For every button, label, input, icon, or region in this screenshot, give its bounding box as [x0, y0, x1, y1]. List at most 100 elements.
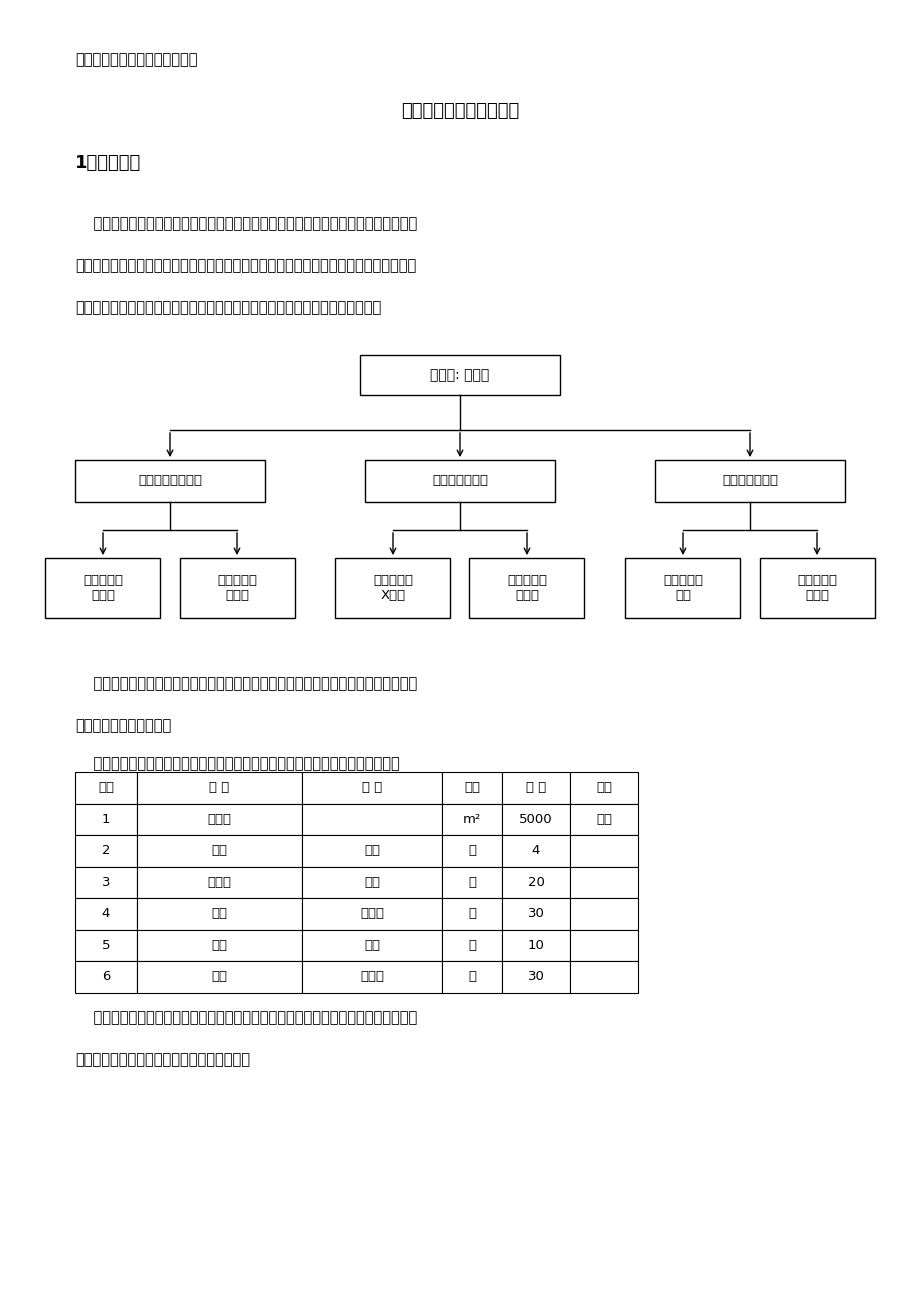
Bar	[441, 804, 502, 835]
Text: 由于工程施工作业面积大，且现场材料堆放场地狭小，现场工种较多，对雨期施工必: 由于工程施工作业面积大，且现场材料堆放场地狭小，现场工种较多，对雨期施工必	[75, 216, 417, 231]
Bar	[301, 771, 441, 804]
Bar	[365, 460, 554, 502]
Bar	[441, 866, 502, 898]
Bar	[441, 962, 502, 993]
Text: 副总指挥：宋钑: 副总指挥：宋钑	[721, 474, 777, 487]
Text: 30: 30	[527, 971, 544, 984]
Text: 名 称: 名 称	[210, 782, 230, 795]
Bar	[335, 558, 450, 618]
Text: 标准: 标准	[364, 876, 380, 889]
Bar	[75, 962, 137, 993]
Bar	[75, 771, 137, 804]
Text: 把: 把	[468, 844, 475, 857]
Bar	[570, 929, 637, 962]
Text: 劳务管理：
付存星: 劳务管理： 付存星	[506, 575, 547, 602]
Bar	[502, 804, 570, 835]
Text: 安全文明：
于松江: 安全文明： 于松江	[796, 575, 836, 602]
Bar	[45, 558, 160, 618]
Bar	[502, 835, 570, 866]
Text: 4: 4	[102, 907, 110, 920]
Bar	[179, 558, 294, 618]
Text: 遗盖: 遗盖	[596, 813, 611, 826]
Text: 1、施工部署: 1、施工部署	[75, 154, 142, 172]
Bar	[502, 929, 570, 962]
Text: 备注: 备注	[596, 782, 611, 795]
Text: m²: m²	[462, 813, 481, 826]
Text: 季所需的材料储藏工作。: 季所需的材料储藏工作。	[75, 718, 171, 734]
Bar	[75, 835, 137, 866]
Bar	[359, 354, 560, 395]
Text: 把: 把	[468, 938, 475, 951]
Text: 将带来很大的困难。为了克制以上雨期施工难题，对现场质量和安全管理必须分工明确、: 将带来很大的困难。为了克制以上雨期施工难题，对现场质量和安全管理必须分工明确、	[75, 258, 415, 274]
Bar	[502, 962, 570, 993]
Bar	[654, 460, 844, 502]
Bar	[137, 866, 301, 898]
Text: 按码数: 按码数	[359, 907, 383, 920]
Bar	[301, 804, 441, 835]
Bar	[759, 558, 874, 618]
Bar	[137, 804, 301, 835]
Text: 第三章雨季施工保证措施: 第三章雨季施工保证措施	[401, 102, 518, 120]
Text: 30: 30	[527, 907, 544, 920]
Text: 总指挥: 梁云滮: 总指挥: 梁云滮	[430, 367, 489, 382]
Text: 10: 10	[527, 938, 544, 951]
Text: 责任到人，加强对分包的现场管理，为此项目成立了雨期防洪、防汛领导小组：: 责任到人，加强对分包的现场管理，为此项目成立了雨期防洪、防汛领导小组：	[75, 300, 380, 315]
Bar	[301, 898, 441, 929]
Text: 20: 20	[527, 876, 544, 889]
Text: 技术支持：
白学永: 技术支持： 白学永	[217, 575, 256, 602]
Text: 雨季施工准备工作应纳入生产计划内考虑，一定劳动力安排，二定作业时间，搞好雨: 雨季施工准备工作应纳入生产计划内考虑，一定劳动力安排，二定作业时间，搞好雨	[75, 676, 417, 691]
Text: 序号: 序号	[98, 782, 114, 795]
Text: 套: 套	[468, 907, 475, 920]
Bar	[301, 962, 441, 993]
Bar	[441, 835, 502, 866]
Text: 编织袋: 编织袋	[208, 876, 232, 889]
Bar	[137, 898, 301, 929]
Bar	[301, 866, 441, 898]
Text: 规 格: 规 格	[361, 782, 381, 795]
Text: 1: 1	[102, 813, 110, 826]
Text: 物资供给：
杨宇飞: 物资供给： 杨宇飞	[83, 575, 123, 602]
Text: 单位: 单位	[463, 782, 480, 795]
Bar	[570, 835, 637, 866]
Text: 副总指挥：冯德飞: 副总指挥：冯德飞	[138, 474, 202, 487]
Bar	[570, 866, 637, 898]
Bar	[137, 835, 301, 866]
Text: 普通: 普通	[364, 938, 380, 951]
Bar	[570, 771, 637, 804]
Text: 6: 6	[102, 971, 110, 984]
Bar	[137, 962, 301, 993]
Bar	[570, 962, 637, 993]
Bar	[502, 771, 570, 804]
Text: 5: 5	[102, 938, 110, 951]
Text: 2: 2	[102, 844, 110, 857]
Bar	[502, 898, 570, 929]
Text: 应急救据小组与防汛指挥小组。: 应急救据小组与防汛指挥小组。	[75, 52, 198, 66]
Text: 为了保证雨期能够顺利施工，在雨期到来前必须做好如下的雨期施工物资准备：: 为了保证雨期能够顺利施工，在雨期到来前必须做好如下的雨期施工物资准备：	[75, 756, 400, 771]
Bar	[441, 929, 502, 962]
Text: 充分准备防雨设施，在施工现场准备好一定数量的防雨设施材料，同时落实好防雨设: 充分准备防雨设施，在施工现场准备好一定数量的防雨设施材料，同时落实好防雨设	[75, 1011, 417, 1025]
Bar	[625, 558, 740, 618]
Bar	[502, 866, 570, 898]
Text: 副总指挥：王逊: 副总指挥：王逊	[432, 474, 487, 487]
Text: 普通: 普通	[364, 844, 380, 857]
Text: 5000: 5000	[518, 813, 552, 826]
Bar	[137, 771, 301, 804]
Bar	[570, 898, 637, 929]
Text: 3: 3	[102, 876, 110, 889]
Bar	[441, 898, 502, 929]
Text: 数 量: 数 量	[526, 782, 546, 795]
Bar	[137, 929, 301, 962]
Text: 铁锨: 铁锨	[211, 844, 227, 857]
Bar	[75, 460, 265, 502]
Bar	[469, 558, 584, 618]
Text: 措施保证：
谢龙: 措施保证： 谢龙	[663, 575, 702, 602]
Text: 施材料购置的联系渠道，以供紧急采购之需。: 施材料购置的联系渠道，以供紧急采购之需。	[75, 1053, 250, 1067]
Text: 扫把: 扫把	[211, 938, 227, 951]
Bar	[301, 835, 441, 866]
Bar	[441, 771, 502, 804]
Text: 雨衣: 雨衣	[211, 907, 227, 920]
Bar	[301, 929, 441, 962]
Text: 按码数: 按码数	[359, 971, 383, 984]
Bar	[75, 929, 137, 962]
Text: 雨鞋: 雨鞋	[211, 971, 227, 984]
